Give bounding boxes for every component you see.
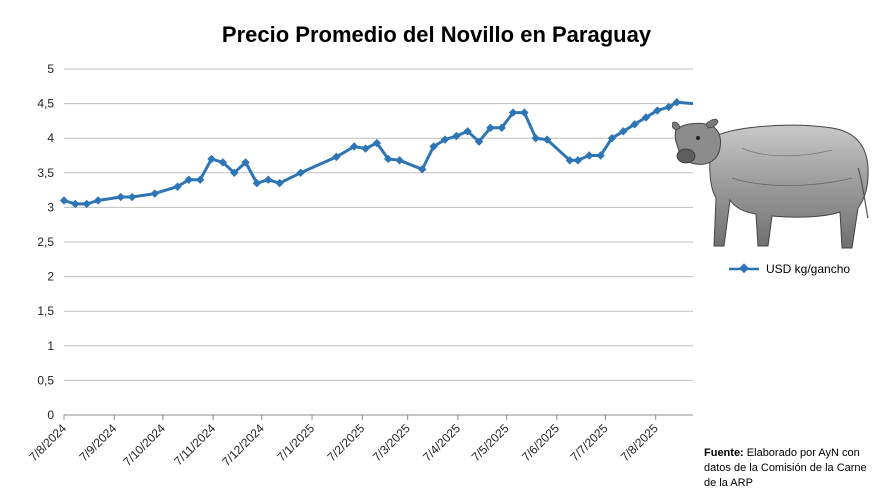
- data-point: [418, 165, 427, 174]
- data-point: [264, 175, 273, 184]
- data-point: [296, 168, 305, 177]
- data-point: [542, 135, 552, 144]
- data-point: [664, 102, 673, 112]
- y-tick-label: 2: [47, 270, 54, 284]
- y-tick-label: 5: [47, 62, 54, 76]
- x-tick-label: 7/7/2025: [568, 421, 611, 464]
- x-tick-label: 7/11/2024: [171, 421, 218, 468]
- series-line: [63, 100, 694, 206]
- data-point: [241, 158, 250, 167]
- x-tick-label: 7/5/2025: [469, 421, 512, 464]
- x-tick-label: 7/6/2025: [519, 421, 562, 464]
- data-point: [252, 178, 262, 188]
- source-note: Fuente: Elaborado por AyN con datos de l…: [704, 446, 872, 491]
- x-tick-labels: 7/8/2024 7/9/2024 7/10/2024 7/11/2024 7/12/2…: [26, 421, 661, 469]
- data-point: [619, 127, 628, 136]
- data-point: [184, 175, 194, 184]
- data-point: [565, 156, 574, 165]
- grid-lines: [64, 68, 693, 416]
- data-point: [93, 196, 103, 205]
- data-point: [672, 98, 681, 107]
- x-tick-label: 7/8/2025: [618, 421, 661, 464]
- data-point: [349, 142, 359, 151]
- data-point: [384, 154, 393, 164]
- data-point: [596, 151, 605, 160]
- data-point: [641, 113, 651, 122]
- x-tick-label: 7/1/2025: [274, 421, 317, 464]
- axes: [63, 414, 693, 420]
- data-point: [150, 189, 159, 198]
- data-point: [452, 131, 461, 141]
- y-tick-labels: 0 0,5 1 1,5 2 2,5 3 3,5 4 4,5 5: [37, 62, 54, 422]
- data-point: [520, 108, 529, 117]
- data-point: [474, 137, 484, 146]
- data-point: [463, 127, 472, 136]
- chart-title: Precio Promedio del Novillo en Paraguay: [221, 22, 652, 47]
- data-point: [486, 123, 495, 133]
- data-point: [59, 196, 69, 205]
- data-point: [440, 135, 450, 144]
- data-point: [531, 134, 540, 143]
- data-point: [607, 134, 617, 143]
- data-point: [218, 158, 228, 167]
- data-point: [332, 152, 341, 162]
- x-tick-label: 7/2/2025: [324, 421, 367, 464]
- data-point: [508, 108, 518, 117]
- data-point: [207, 154, 216, 164]
- data-point: [116, 192, 125, 202]
- data-point: [630, 120, 639, 129]
- x-tick-label: 7/4/2025: [420, 421, 463, 464]
- data-point: [230, 168, 239, 177]
- legend-label: USD kg/gancho: [766, 262, 851, 276]
- data-point: [82, 199, 91, 209]
- y-tick-label: 3,5: [37, 166, 54, 180]
- x-tick-label: 7/8/2024: [26, 421, 69, 464]
- source-text: Elaborado por AyN con datos de la Comisi…: [704, 447, 867, 489]
- y-tick-label: 0,5: [37, 373, 54, 387]
- data-point: [395, 156, 404, 165]
- legend: USD kg/gancho: [728, 262, 850, 276]
- x-tick-label: 7/12/2024: [219, 421, 267, 469]
- y-tick-label: 1,5: [37, 304, 54, 318]
- x-tick-label: 7/10/2024: [120, 421, 168, 469]
- data-point: [497, 123, 506, 133]
- data-point: [372, 138, 382, 148]
- data-point: [361, 144, 370, 153]
- bull-illustration: [671, 108, 872, 258]
- y-tick-label: 2,5: [37, 235, 54, 249]
- data-point: [195, 175, 205, 184]
- data-point: [275, 178, 284, 188]
- source-label: Fuente:: [704, 447, 744, 459]
- data-point: [653, 106, 662, 115]
- y-tick-label: 0: [47, 408, 54, 422]
- data-point: [127, 192, 137, 202]
- y-tick-label: 1: [47, 339, 54, 353]
- series-usd-kg-gancho: [59, 98, 694, 209]
- y-tick-label: 4: [47, 131, 54, 145]
- x-tick-label: 7/9/2024: [76, 421, 119, 464]
- data-point: [429, 142, 438, 151]
- y-tick-label: 4,5: [37, 97, 54, 111]
- x-tick-label: 7/3/2025: [370, 421, 413, 464]
- data-point: [173, 182, 182, 191]
- data-point: [71, 199, 80, 209]
- data-point: [585, 151, 594, 160]
- y-tick-label: 3: [47, 200, 54, 214]
- data-point: [573, 156, 583, 165]
- legend-line-diamond-icon: [729, 263, 759, 274]
